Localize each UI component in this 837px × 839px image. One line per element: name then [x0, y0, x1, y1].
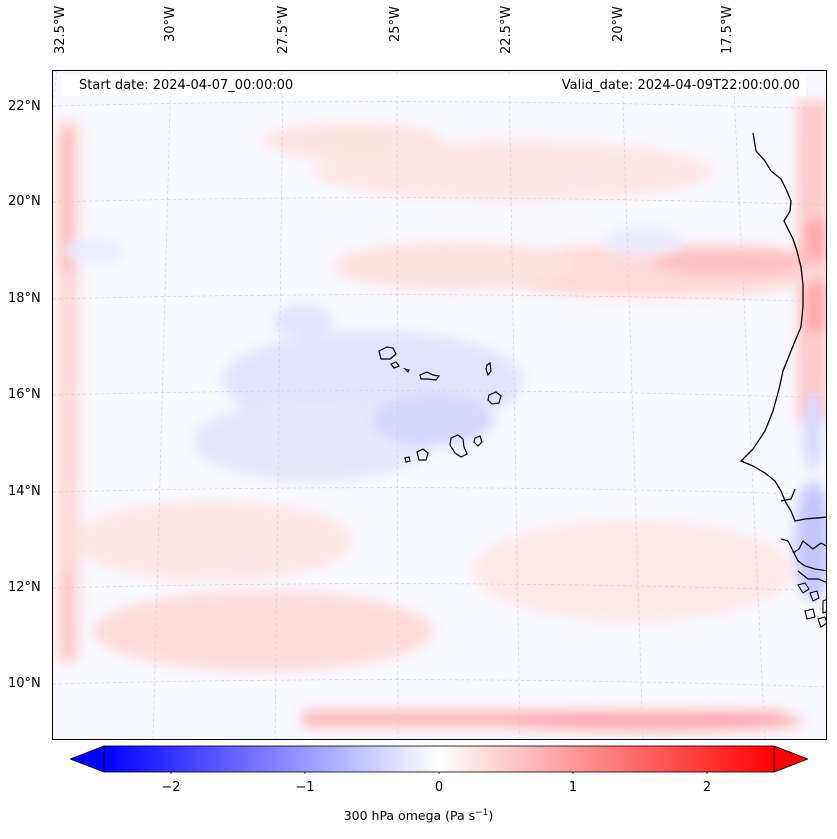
lat-label-10n: 10°N [8, 676, 41, 691]
colorbar-title-main: 300 hPa omega (Pa s [343, 808, 476, 824]
guinea-bissau-islands [797, 582, 826, 628]
sao-vicente-island [390, 361, 400, 369]
colorbar-tick-minus1: −1 [295, 780, 315, 795]
positive-omega-areas [57, 101, 826, 731]
boa-vista-island [487, 391, 502, 405]
colorbar-gradient [103, 745, 775, 773]
lon-label-32-5w: 32.5°W [53, 6, 68, 55]
santo-antao-island [378, 346, 397, 360]
colorbar [70, 745, 808, 774]
lat-label-12n: 12°N [8, 580, 41, 595]
lat-label-14n: 14°N [8, 484, 41, 499]
lat-label-18n: 18°N [8, 291, 41, 306]
brava-island [404, 456, 411, 463]
lon-label-30w: 30°W [163, 6, 178, 42]
lon-label-27-5w: 27.5°W [276, 6, 291, 55]
colorbar-tick-2: 2 [702, 780, 712, 795]
map-panel [52, 70, 827, 740]
africa-coastline [739, 132, 826, 522]
colorbar-tick-1: 1 [568, 780, 578, 795]
lon-label-17-5w: 17.5°W [720, 6, 735, 55]
lat-label-16n: 16°N [8, 387, 41, 402]
colorbar-tick-minus2: −2 [161, 780, 181, 795]
info-bar [62, 74, 806, 96]
start-date-label: Start date: 2024-04-07_00:00:00 [79, 78, 294, 93]
lon-label-25w: 25°W [388, 6, 403, 42]
gambia-coast [780, 488, 826, 583]
fogo-island [416, 448, 429, 461]
colorbar-title-close: ) [488, 808, 494, 824]
colorbar-title-exponent: −1 [475, 808, 489, 818]
colorbar-extend-max [773, 745, 808, 773]
valid-date-label: Valid_date: 2024-04-09T22:00:00.00 [561, 78, 800, 93]
cape-verde-islands [378, 346, 502, 463]
lon-label-20w: 20°W [611, 6, 626, 42]
negative-omega-areas [63, 227, 826, 601]
santiago-island [449, 434, 468, 458]
colorbar-extend-min [70, 745, 105, 773]
lat-label-20n: 20°N [8, 194, 41, 209]
lon-label-22-5w: 22.5°W [499, 6, 514, 55]
sal-island [485, 361, 492, 377]
maio-island [473, 435, 483, 447]
colorbar-tick-0: 0 [434, 780, 444, 795]
sao-nicolau-island [419, 371, 441, 381]
omega-field-map [53, 71, 826, 739]
colorbar-ticks [170, 772, 708, 774]
lat-label-22n: 22°N [8, 99, 41, 114]
colorbar-title: 300 hPa omega (Pa s−1) [0, 808, 837, 823]
santa-luzia-island [403, 367, 410, 374]
gridlines [53, 71, 826, 739]
